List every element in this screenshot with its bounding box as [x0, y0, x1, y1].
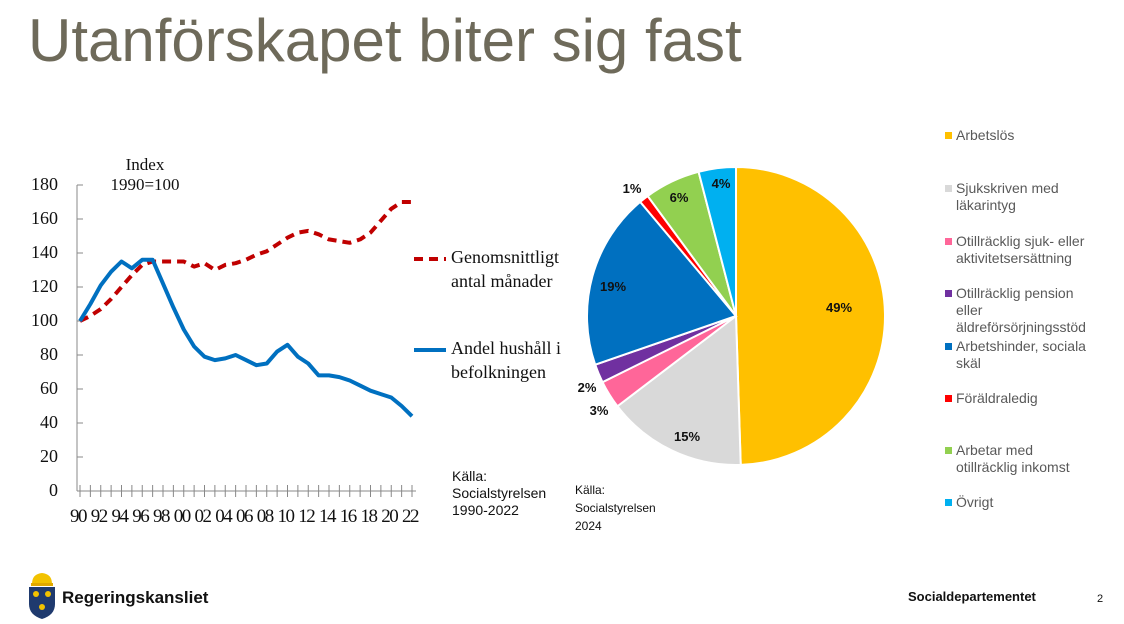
- legend-swatch: [945, 447, 952, 454]
- legend-swatch: [945, 395, 952, 402]
- x-tick-label: 20: [381, 506, 399, 527]
- index-label-line2: 1990=100: [110, 175, 180, 194]
- series-label: Genomsnittligt antal månader: [451, 245, 559, 293]
- pie-data-label: 15%: [674, 429, 701, 444]
- legend-label: Arbetslös: [956, 127, 1015, 143]
- pie-data-label: 3%: [589, 403, 609, 418]
- source-line: Socialstyrelsen: [575, 501, 656, 515]
- y-tick-label: 160: [31, 208, 58, 228]
- department-name: Socialdepartementet: [908, 589, 1036, 604]
- legend-label: Föräldraledig: [956, 390, 1038, 406]
- y-tick-label: 60: [40, 378, 58, 398]
- series-label: Andel hushåll i befolkningen: [451, 336, 561, 384]
- legend-label: Otillräcklig pension eller äldreförsörjn…: [956, 285, 1086, 335]
- series-label-line: Andel hushåll i: [451, 338, 561, 358]
- series-label-line: antal månader: [451, 271, 553, 291]
- pie-slice: [697, 165, 737, 317]
- legend-label: Sjukskriven med läkarintyg: [956, 180, 1059, 213]
- source-line: 1990-2022: [452, 502, 519, 518]
- legend-swatch: [945, 132, 952, 139]
- x-tick-label: 06: [236, 506, 254, 527]
- y-tick-label: 40: [40, 412, 58, 432]
- x-tick-label: 90: [70, 506, 88, 527]
- legend-label: Övrigt: [956, 494, 994, 510]
- legend-swatch: [945, 185, 952, 192]
- government-crest-logo: [29, 573, 55, 619]
- pie-data-label: 2%: [577, 380, 597, 395]
- x-tick-label: 00: [173, 506, 192, 527]
- x-tick-label: 16: [339, 506, 358, 527]
- pie-slice: [586, 200, 738, 367]
- y-tick-label: 100: [31, 310, 58, 330]
- series-label-line: Genomsnittligt: [451, 247, 559, 267]
- legend-swatch: [945, 499, 952, 506]
- x-tick-label: 10: [277, 506, 296, 527]
- x-tick-label: 14: [319, 506, 337, 527]
- x-tick-label: 12: [298, 506, 316, 527]
- pie-data-label: 19%: [600, 279, 627, 294]
- source-line: Socialstyrelsen: [452, 485, 547, 501]
- pie-data-label: 6%: [669, 190, 689, 205]
- y-tick-label: 20: [40, 446, 58, 466]
- brand-name: Regeringskansliet: [62, 588, 209, 607]
- series-label-line: befolkningen: [451, 362, 546, 382]
- legend-swatch: [945, 343, 952, 350]
- x-tick-label: 98: [153, 506, 171, 527]
- legend-label: Arbetar med otillräcklig inkomst: [956, 442, 1070, 475]
- x-tick-label: 96: [132, 506, 150, 527]
- line-chart-source: Källa: Socialstyrelsen 1990-2022: [452, 468, 546, 519]
- source-line: Källa:: [452, 468, 488, 484]
- slide-title: Utanförskapet biter sig fast: [28, 7, 742, 74]
- legend-swatch: [945, 290, 952, 297]
- y-tick-label: 140: [31, 242, 58, 262]
- x-tick-label: 18: [360, 506, 379, 527]
- y-tick-label: 120: [31, 276, 58, 296]
- index-label: Index 1990=100: [100, 155, 190, 195]
- pie-data-label: 4%: [711, 176, 731, 191]
- legend-label: Otillräcklig sjuk- eller aktivitetsersät…: [956, 233, 1085, 266]
- pie-slice: [735, 165, 886, 466]
- x-tick-label: 94: [111, 506, 130, 527]
- legend-swatch: [945, 238, 952, 245]
- source-line: 2024: [575, 519, 602, 533]
- source-line: Källa:: [575, 483, 606, 497]
- x-tick-label: 22: [402, 506, 420, 527]
- page-number: 2: [1097, 593, 1104, 605]
- index-label-line1: Index: [125, 155, 165, 174]
- y-tick-label: 0: [49, 480, 58, 500]
- x-tick-label: 04: [215, 506, 233, 527]
- y-tick-label: 180: [31, 174, 58, 194]
- legend-label: Arbetshinder, sociala skäl: [956, 338, 1086, 371]
- pie-data-label: 1%: [622, 181, 642, 196]
- pie-chart-source: Källa: Socialstyrelsen 2024: [575, 481, 656, 535]
- x-tick-label: 08: [256, 506, 275, 527]
- pie-data-label: 49%: [826, 300, 853, 315]
- pie-slice: [616, 314, 742, 466]
- x-tick-label: 92: [90, 506, 109, 527]
- x-tick-label: 02: [194, 506, 213, 527]
- y-tick-label: 80: [40, 344, 58, 364]
